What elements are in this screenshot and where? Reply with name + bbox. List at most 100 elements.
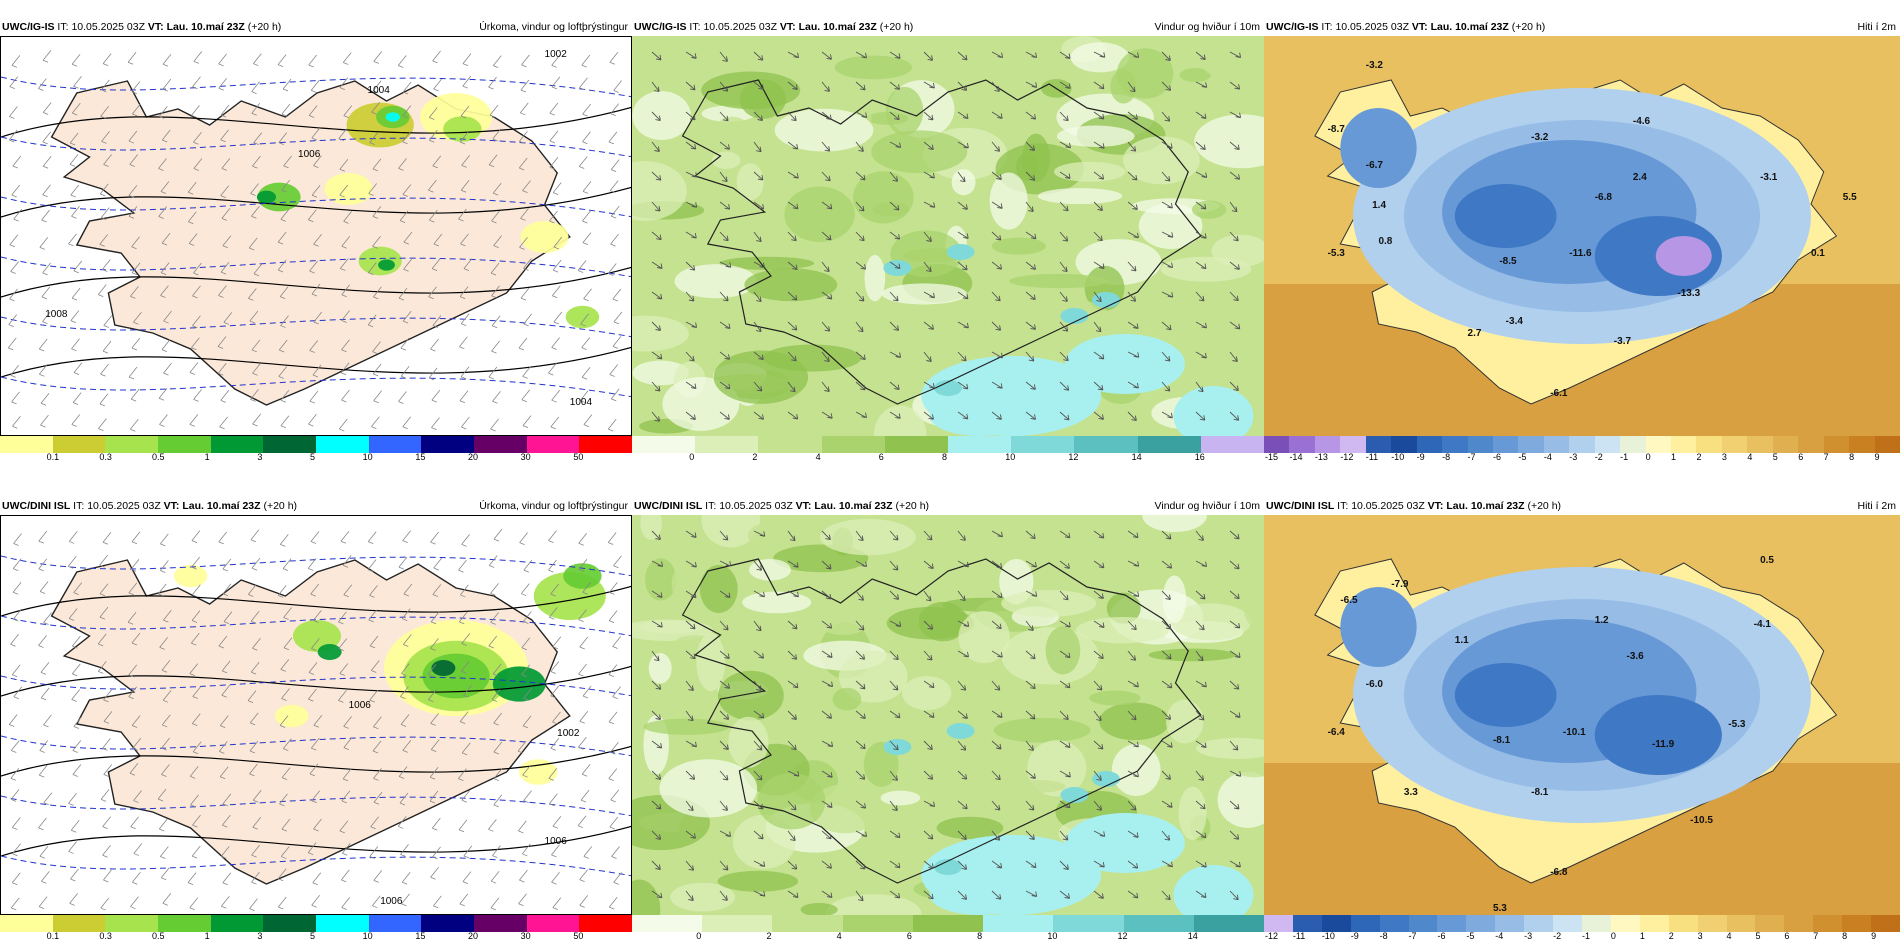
wind-barb bbox=[308, 662, 318, 675]
wind-arrow bbox=[1059, 740, 1071, 749]
panel-title: Hiti í 2m bbox=[1857, 500, 1896, 512]
wind-arrow bbox=[991, 770, 1001, 781]
colorbar-swatch bbox=[474, 915, 528, 932]
wind-barb bbox=[9, 234, 19, 248]
wind-arrow bbox=[821, 620, 833, 629]
wind-barb bbox=[9, 76, 19, 89]
wind-speed-area bbox=[1022, 133, 1050, 183]
wind-arrow bbox=[1093, 81, 1105, 90]
colorbar-swatch bbox=[1569, 436, 1596, 453]
wind-speed-area bbox=[1089, 690, 1141, 706]
wind-arrow bbox=[719, 231, 729, 242]
wind-arrow bbox=[685, 381, 697, 390]
wind-arrow bbox=[889, 830, 901, 839]
wind-arrow bbox=[821, 680, 834, 688]
wind-barb bbox=[308, 54, 317, 68]
wind-barb bbox=[71, 338, 80, 352]
precip-map: 1002 1006 1006 1006 bbox=[0, 515, 632, 915]
wind-arrow bbox=[1127, 141, 1137, 152]
wind-arrow bbox=[889, 800, 898, 811]
wind-barb bbox=[370, 660, 380, 673]
wind-arrow bbox=[889, 171, 899, 182]
wind-arrow bbox=[1093, 351, 1105, 360]
wind-arrow bbox=[651, 111, 661, 122]
wind-barb bbox=[429, 790, 439, 804]
colorbar-tick-label: 4 bbox=[836, 931, 842, 941]
wind-barb bbox=[431, 817, 441, 831]
wind-barb bbox=[163, 609, 172, 623]
wind-arrow bbox=[753, 51, 764, 61]
wind-arrow bbox=[1161, 830, 1171, 841]
wind-barb bbox=[72, 740, 82, 753]
precip-area bbox=[492, 666, 546, 702]
colorbar-tick-label: 8 bbox=[1842, 931, 1848, 941]
wind-barb bbox=[520, 287, 530, 301]
wind-barb bbox=[279, 534, 289, 547]
colorbar-swatch bbox=[1798, 436, 1825, 453]
wind-arrow bbox=[1127, 860, 1139, 869]
wind-barb bbox=[39, 237, 49, 250]
wind-arrow bbox=[1161, 680, 1173, 689]
wind-barb bbox=[71, 205, 80, 219]
panel-precip-bottom: UWC/DINI ISL IT: 10.05.2025 03Z VT: Lau.… bbox=[0, 497, 633, 942]
wind-barb bbox=[280, 659, 290, 672]
wind-arrow bbox=[651, 710, 661, 720]
colorbar-tick-label: -4 bbox=[1543, 452, 1552, 462]
wind-barb bbox=[190, 794, 199, 808]
wind-arrow bbox=[787, 381, 796, 393]
wind-arrow bbox=[1059, 81, 1071, 89]
wind-barb bbox=[342, 842, 351, 856]
wind-barb bbox=[548, 362, 557, 376]
wind-barb bbox=[373, 286, 382, 300]
wind-barb bbox=[340, 530, 350, 544]
wind-arrow bbox=[1195, 411, 1206, 421]
wind-barb bbox=[280, 315, 289, 328]
wind-barb bbox=[309, 260, 318, 274]
wind-arrow bbox=[787, 201, 799, 210]
wind-speed-area bbox=[975, 50, 1013, 109]
wind-arrow bbox=[1025, 171, 1036, 181]
wind-arrow bbox=[1229, 111, 1242, 119]
colorbar-tick-label: -7 bbox=[1408, 931, 1417, 941]
wind-barb bbox=[519, 131, 528, 144]
wind-arrow bbox=[821, 351, 830, 363]
wind-barb bbox=[132, 103, 141, 117]
wind-barb bbox=[372, 341, 381, 354]
wind-barb bbox=[523, 790, 532, 804]
wind-barb bbox=[247, 690, 257, 703]
colorbar-tick-label: 12 bbox=[1117, 931, 1128, 941]
wind-barb bbox=[250, 610, 260, 624]
wind-barb bbox=[459, 893, 469, 907]
wind-barb bbox=[430, 611, 440, 625]
wind-barb bbox=[130, 896, 139, 910]
wind-speed-area bbox=[774, 108, 874, 152]
wind-arrow bbox=[753, 231, 762, 243]
wind-barb bbox=[308, 105, 318, 118]
wind-barb bbox=[68, 233, 77, 247]
wind-barb bbox=[342, 555, 352, 568]
wind-barb bbox=[249, 740, 259, 754]
wind-arrow bbox=[719, 530, 729, 541]
wind-barb bbox=[488, 635, 498, 649]
wind-speed-area bbox=[1179, 67, 1211, 83]
wind-barb bbox=[608, 664, 618, 678]
wind-speed-area bbox=[991, 237, 1046, 255]
wind-speed-area bbox=[951, 169, 976, 196]
wind-barb bbox=[11, 872, 21, 886]
wind-arrow bbox=[753, 710, 765, 719]
wind-arrow bbox=[855, 770, 866, 780]
temperature-value: -7.9 bbox=[1391, 579, 1409, 590]
wind-arrow bbox=[821, 890, 833, 899]
colorbar-swatch bbox=[1437, 915, 1467, 932]
wind-arrow bbox=[651, 321, 661, 331]
wind-barb bbox=[71, 287, 81, 301]
wind-speed-area bbox=[1116, 48, 1174, 99]
wind-barb bbox=[219, 416, 228, 430]
colorbar-swatch bbox=[912, 915, 984, 932]
iceland-outline bbox=[681, 558, 1202, 884]
isobar-line bbox=[1, 106, 631, 138]
wind-barb bbox=[11, 664, 21, 678]
colorbar-swatch bbox=[1365, 436, 1392, 453]
wind-barb bbox=[492, 128, 502, 142]
wind-arrow bbox=[753, 620, 762, 632]
